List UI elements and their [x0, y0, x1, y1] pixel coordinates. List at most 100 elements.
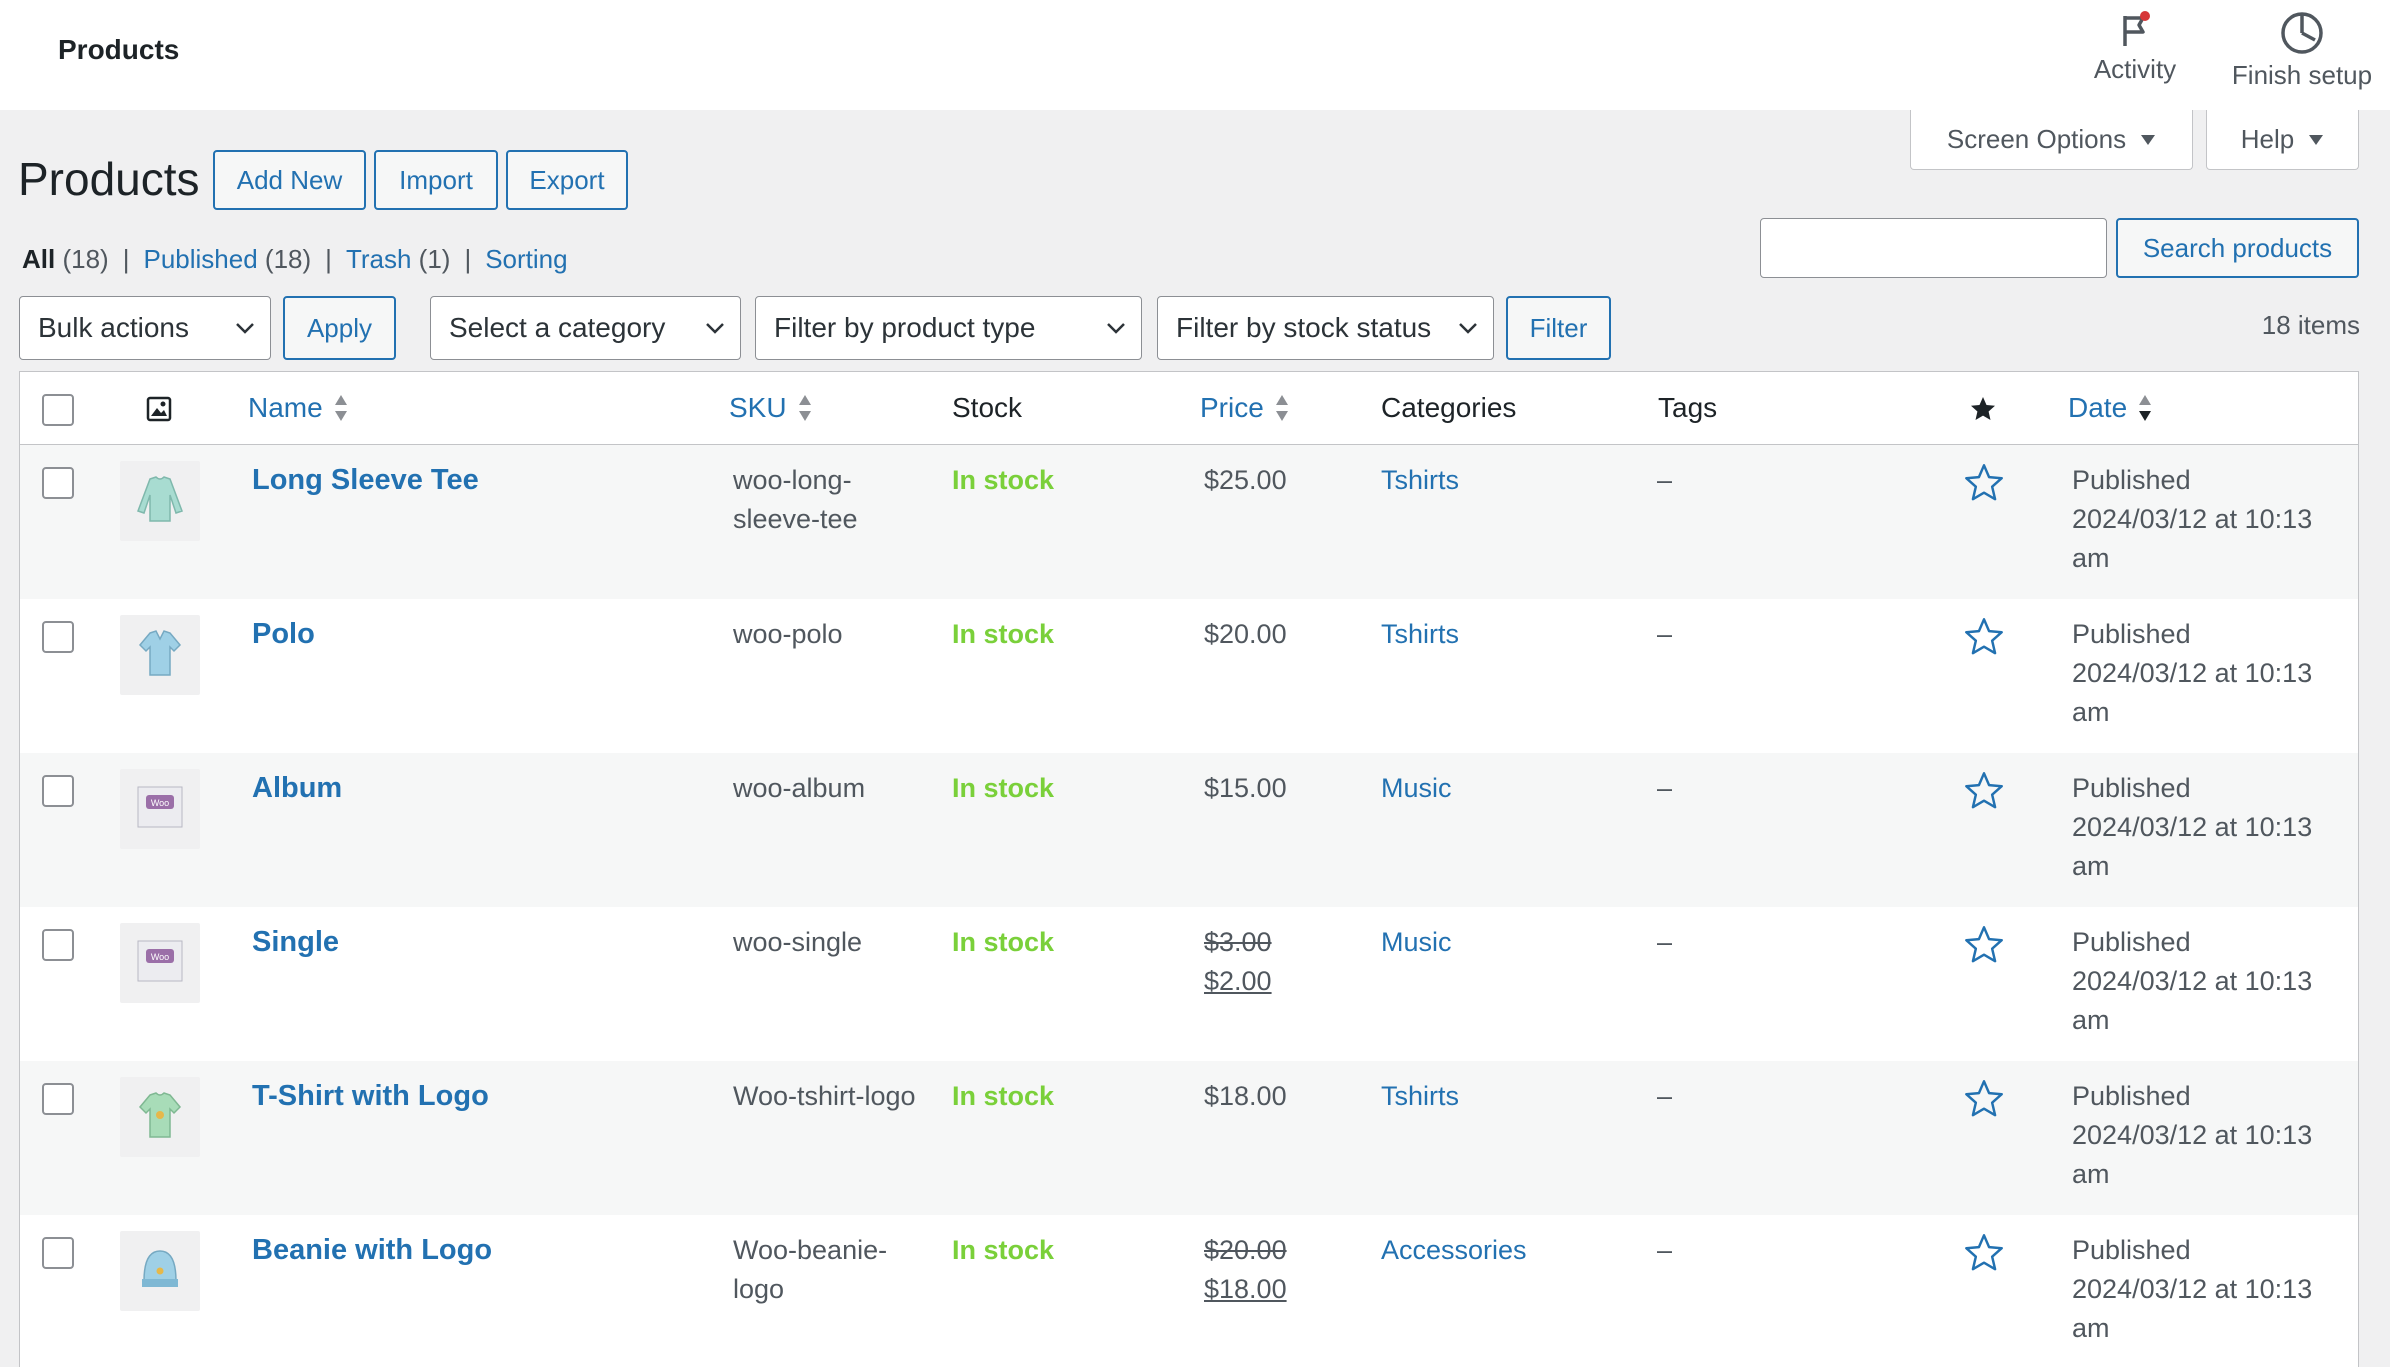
- product-date-value: 2024/03/12 at 10:13 am: [2072, 504, 2313, 573]
- image-icon: [146, 396, 172, 422]
- product-category-link[interactable]: Accessories: [1381, 1235, 1527, 1265]
- column-categories: Categories: [1381, 392, 1517, 423]
- sort-icon: [798, 395, 811, 421]
- help-tab[interactable]: Help: [2206, 110, 2359, 170]
- product-tags: –: [1657, 927, 1673, 957]
- product-date: Published 2024/03/12 at 10:13 am: [2072, 461, 2342, 578]
- featured-star-outline-icon[interactable]: [1964, 617, 2004, 662]
- product-date: Published 2024/03/12 at 10:13 am: [2072, 1231, 2342, 1348]
- product-sku: woo-long-sleeve-tee: [733, 465, 858, 534]
- product-tags: –: [1657, 619, 1673, 649]
- product-stock-status: In stock: [952, 773, 1055, 803]
- column-price[interactable]: Price: [1200, 392, 1290, 424]
- product-date: Published 2024/03/12 at 10:13 am: [2072, 615, 2342, 732]
- product-name-link[interactable]: Long Sleeve Tee: [252, 464, 479, 496]
- product-thumbnail[interactable]: Woo: [120, 923, 200, 1003]
- product-name-link[interactable]: Beanie with Logo: [252, 1234, 493, 1266]
- screen-options-label: Screen Options: [1946, 124, 2127, 154]
- column-sku[interactable]: SKU: [729, 392, 813, 424]
- featured-star-icon[interactable]: [1970, 396, 1996, 422]
- product-type-select[interactable]: Filter by product type: [755, 296, 1142, 360]
- product-tags: –: [1657, 773, 1673, 803]
- featured-star-outline-icon[interactable]: [1964, 1233, 2004, 1278]
- product-name-link[interactable]: Polo: [252, 618, 315, 650]
- search-input[interactable]: [1760, 218, 2107, 278]
- product-type-value: Filter by product type: [774, 312, 1036, 343]
- view-separator: |: [325, 244, 332, 274]
- product-category-link[interactable]: Tshirts: [1381, 465, 1460, 495]
- product-thumbnail[interactable]: Woo: [120, 769, 200, 849]
- row-checkbox[interactable]: [42, 1237, 74, 1269]
- row-checkbox[interactable]: [42, 929, 74, 961]
- bulk-actions-select[interactable]: Bulk actions: [19, 296, 271, 360]
- caret-down-icon: [2141, 134, 2156, 145]
- product-thumbnail[interactable]: [120, 615, 200, 695]
- row-checkbox[interactable]: [42, 621, 74, 653]
- row-checkbox[interactable]: [42, 775, 74, 807]
- view-separator: |: [122, 244, 130, 274]
- export-button[interactable]: Export: [506, 150, 628, 210]
- column-sku-label: SKU: [729, 392, 787, 423]
- table-row: Long Sleeve Tee woo-long-sleeve-tee In sto…: [20, 445, 2358, 599]
- product-thumbnail[interactable]: [120, 461, 200, 541]
- sort-desc-icon: [2139, 395, 2152, 421]
- product-name-link[interactable]: Single: [252, 926, 340, 958]
- search-products-button[interactable]: Search products: [2116, 218, 2359, 278]
- product-sku: woo-album: [733, 773, 866, 803]
- featured-star-outline-icon[interactable]: [1964, 463, 2004, 508]
- screen-options-tab[interactable]: Screen Options: [1910, 110, 2193, 170]
- product-sku: Woo-beanie-logo: [733, 1235, 888, 1304]
- select-all-checkbox[interactable]: [42, 394, 74, 426]
- view-separator: |: [464, 244, 472, 274]
- product-date-value: 2024/03/12 at 10:13 am: [2072, 812, 2313, 881]
- column-date[interactable]: Date: [2068, 392, 2153, 424]
- product-thumbnail[interactable]: [120, 1231, 200, 1311]
- product-price-cell: $18.00: [1204, 1077, 1287, 1116]
- finish-setup-label: Finish setup: [2231, 60, 2373, 90]
- row-checkbox[interactable]: [42, 1083, 74, 1115]
- product-date-value: 2024/03/12 at 10:13 am: [2072, 658, 2313, 727]
- view-sorting[interactable]: Sorting: [485, 244, 568, 274]
- product-price-sale: $2.00: [1204, 966, 1272, 996]
- row-checkbox[interactable]: [42, 467, 74, 499]
- help-label: Help: [2240, 124, 2295, 154]
- product-price-cell: $20.00 $18.00: [1204, 1231, 1287, 1309]
- product-date-value: 2024/03/12 at 10:13 am: [2072, 966, 2313, 1035]
- product-stock-status: In stock: [952, 927, 1055, 957]
- activity-button[interactable]: Activity: [2080, 10, 2190, 85]
- featured-star-outline-icon[interactable]: [1964, 925, 2004, 970]
- product-name-link[interactable]: Album: [252, 772, 343, 804]
- finish-setup-button[interactable]: Finish setup: [2222, 10, 2382, 91]
- product-date-status: Published: [2072, 619, 2191, 649]
- top-bar: Products Activity Finish setup: [0, 0, 2390, 110]
- column-name[interactable]: Name: [248, 392, 349, 424]
- product-date-status: Published: [2072, 927, 2191, 957]
- view-published[interactable]: Published (18): [143, 244, 312, 274]
- product-category-link[interactable]: Music: [1381, 773, 1452, 803]
- category-value: Select a category: [449, 312, 666, 343]
- product-stock-status: In stock: [952, 1235, 1055, 1265]
- import-button[interactable]: Import: [374, 150, 498, 210]
- apply-button[interactable]: Apply: [283, 296, 396, 360]
- product-thumbnail[interactable]: [120, 1077, 200, 1157]
- product-category-link[interactable]: Tshirts: [1381, 1081, 1460, 1111]
- product-category-link[interactable]: Tshirts: [1381, 619, 1460, 649]
- product-category-link[interactable]: Music: [1381, 927, 1452, 957]
- category-select[interactable]: Select a category: [430, 296, 741, 360]
- stock-status-select[interactable]: Filter by stock status: [1157, 296, 1494, 360]
- product-date-status: Published: [2072, 1081, 2191, 1111]
- column-name-label: Name: [248, 392, 323, 423]
- filter-button[interactable]: Filter: [1506, 296, 1611, 360]
- add-new-button[interactable]: Add New: [213, 150, 366, 210]
- product-date: Published 2024/03/12 at 10:13 am: [2072, 1077, 2342, 1194]
- activity-label: Activity: [2093, 54, 2177, 84]
- table-row: T-Shirt with Logo Woo-tshirt-logo In stock…: [20, 1061, 2358, 1215]
- notification-dot-icon: [2140, 11, 2150, 21]
- view-trash[interactable]: Trash (1): [345, 244, 451, 274]
- featured-star-outline-icon[interactable]: [1964, 1079, 2004, 1124]
- view-all[interactable]: All (18): [22, 244, 109, 274]
- product-price-regular: $3.00: [1204, 927, 1272, 957]
- product-date: Published 2024/03/12 at 10:13 am: [2072, 769, 2342, 886]
- featured-star-outline-icon[interactable]: [1964, 771, 2004, 816]
- product-name-link[interactable]: T-Shirt with Logo: [252, 1080, 489, 1112]
